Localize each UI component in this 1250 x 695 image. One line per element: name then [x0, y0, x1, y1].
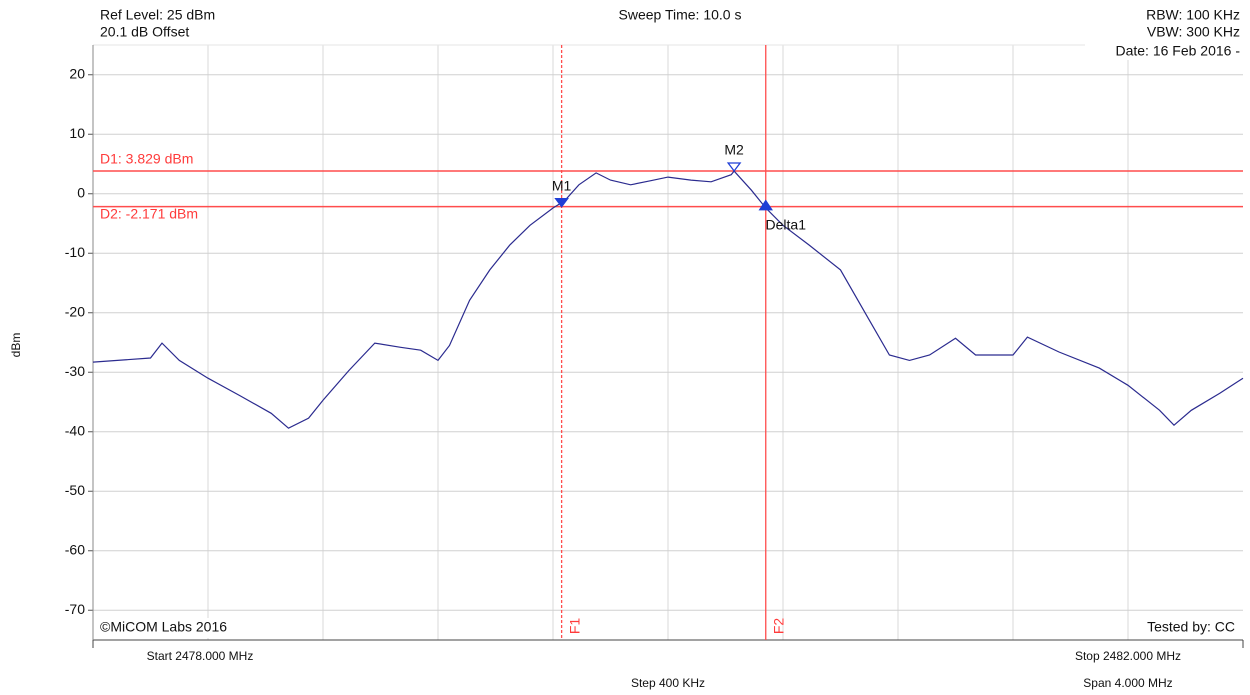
frequency-line-label: F2	[770, 618, 786, 635]
display-line-label: D2: -2.171 dBm	[100, 205, 198, 221]
rbw: RBW: 100 KHz	[1146, 7, 1240, 23]
marker	[758, 199, 773, 211]
trace	[92, 170, 1244, 429]
y-axis-label: dBm	[9, 333, 23, 358]
marker	[726, 162, 742, 173]
frequency-line-label: F1	[566, 618, 582, 635]
y-tick-label: -10	[65, 244, 85, 260]
y-tick-label: -70	[65, 601, 85, 617]
sweep-time: Sweep Time: 10.0 s	[619, 7, 742, 23]
y-tick-label: -30	[65, 363, 85, 379]
offset: 20.1 dB Offset	[100, 24, 189, 40]
y-tick-label: -60	[65, 541, 85, 557]
date: Date: 16 Feb 2016 -	[1115, 43, 1240, 59]
copyright: ©MiCOM Labs 2016	[100, 619, 227, 635]
y-tick-label: -40	[65, 422, 85, 438]
y-tick-label: -20	[65, 303, 85, 319]
y-tick-label: 20	[69, 65, 85, 81]
marker-label: M1	[552, 177, 572, 193]
label-background	[1085, 44, 1243, 60]
span: Span 4.000 MHz	[1083, 676, 1172, 690]
tested-by: Tested by: CC	[1147, 619, 1235, 635]
marker	[554, 198, 569, 208]
y-tick-label: 0	[77, 184, 85, 200]
label-background	[98, 618, 258, 638]
ref-level: Ref Level: 25 dBm	[100, 7, 215, 23]
marker-label: Delta1	[766, 216, 807, 232]
x-tick-label: Stop 2482.000 MHz	[1075, 649, 1181, 663]
marker-label: M2	[724, 142, 744, 158]
display-line-label: D1: 3.829 dBm	[100, 151, 193, 167]
vbw: VBW: 300 KHz	[1147, 24, 1240, 40]
y-tick-label: -50	[65, 482, 85, 498]
x-tick-label: Start 2478.000 MHz	[147, 649, 254, 663]
y-tick-label: 10	[69, 125, 85, 141]
step: Step 400 KHz	[631, 676, 705, 690]
